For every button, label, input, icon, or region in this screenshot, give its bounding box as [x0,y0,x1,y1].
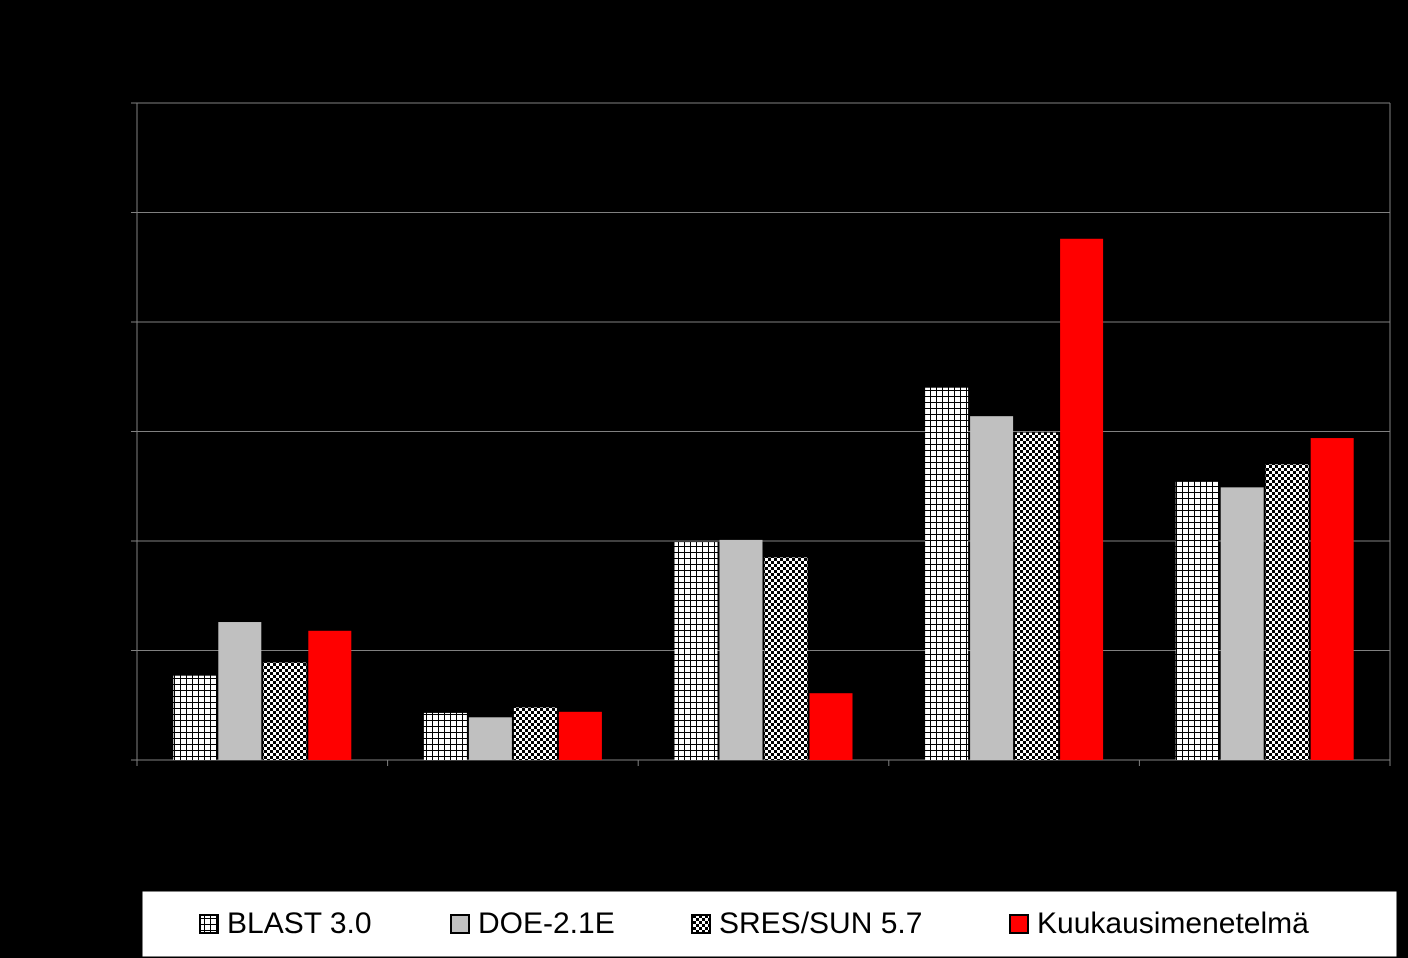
legend-marker [1009,914,1029,934]
bar [1310,438,1354,760]
bar [1175,481,1219,760]
bar [809,693,853,760]
legend-marker [199,914,219,934]
bar [468,717,512,760]
legend-marker [691,914,711,934]
bar [513,707,557,760]
bar [263,662,307,760]
bar [1265,464,1309,760]
legend-label: DOE-2.1E [478,907,615,940]
bar [764,557,808,760]
bar [925,387,969,760]
legend-label: SRES/SUN 5.7 [719,907,922,940]
bar [1015,432,1059,760]
legend-label: BLAST 3.0 [227,907,372,940]
bar [218,622,262,760]
bar [719,539,763,760]
legend-label: Kuukausimenetelmä [1037,907,1309,940]
bar [308,630,352,760]
bar [970,416,1014,760]
bar [1220,487,1264,760]
bar [1060,238,1104,760]
bar [674,542,718,760]
legend-box [141,890,1398,958]
legend-marker [450,914,470,934]
bar [558,711,602,760]
bar [173,675,217,760]
bar [423,712,467,760]
